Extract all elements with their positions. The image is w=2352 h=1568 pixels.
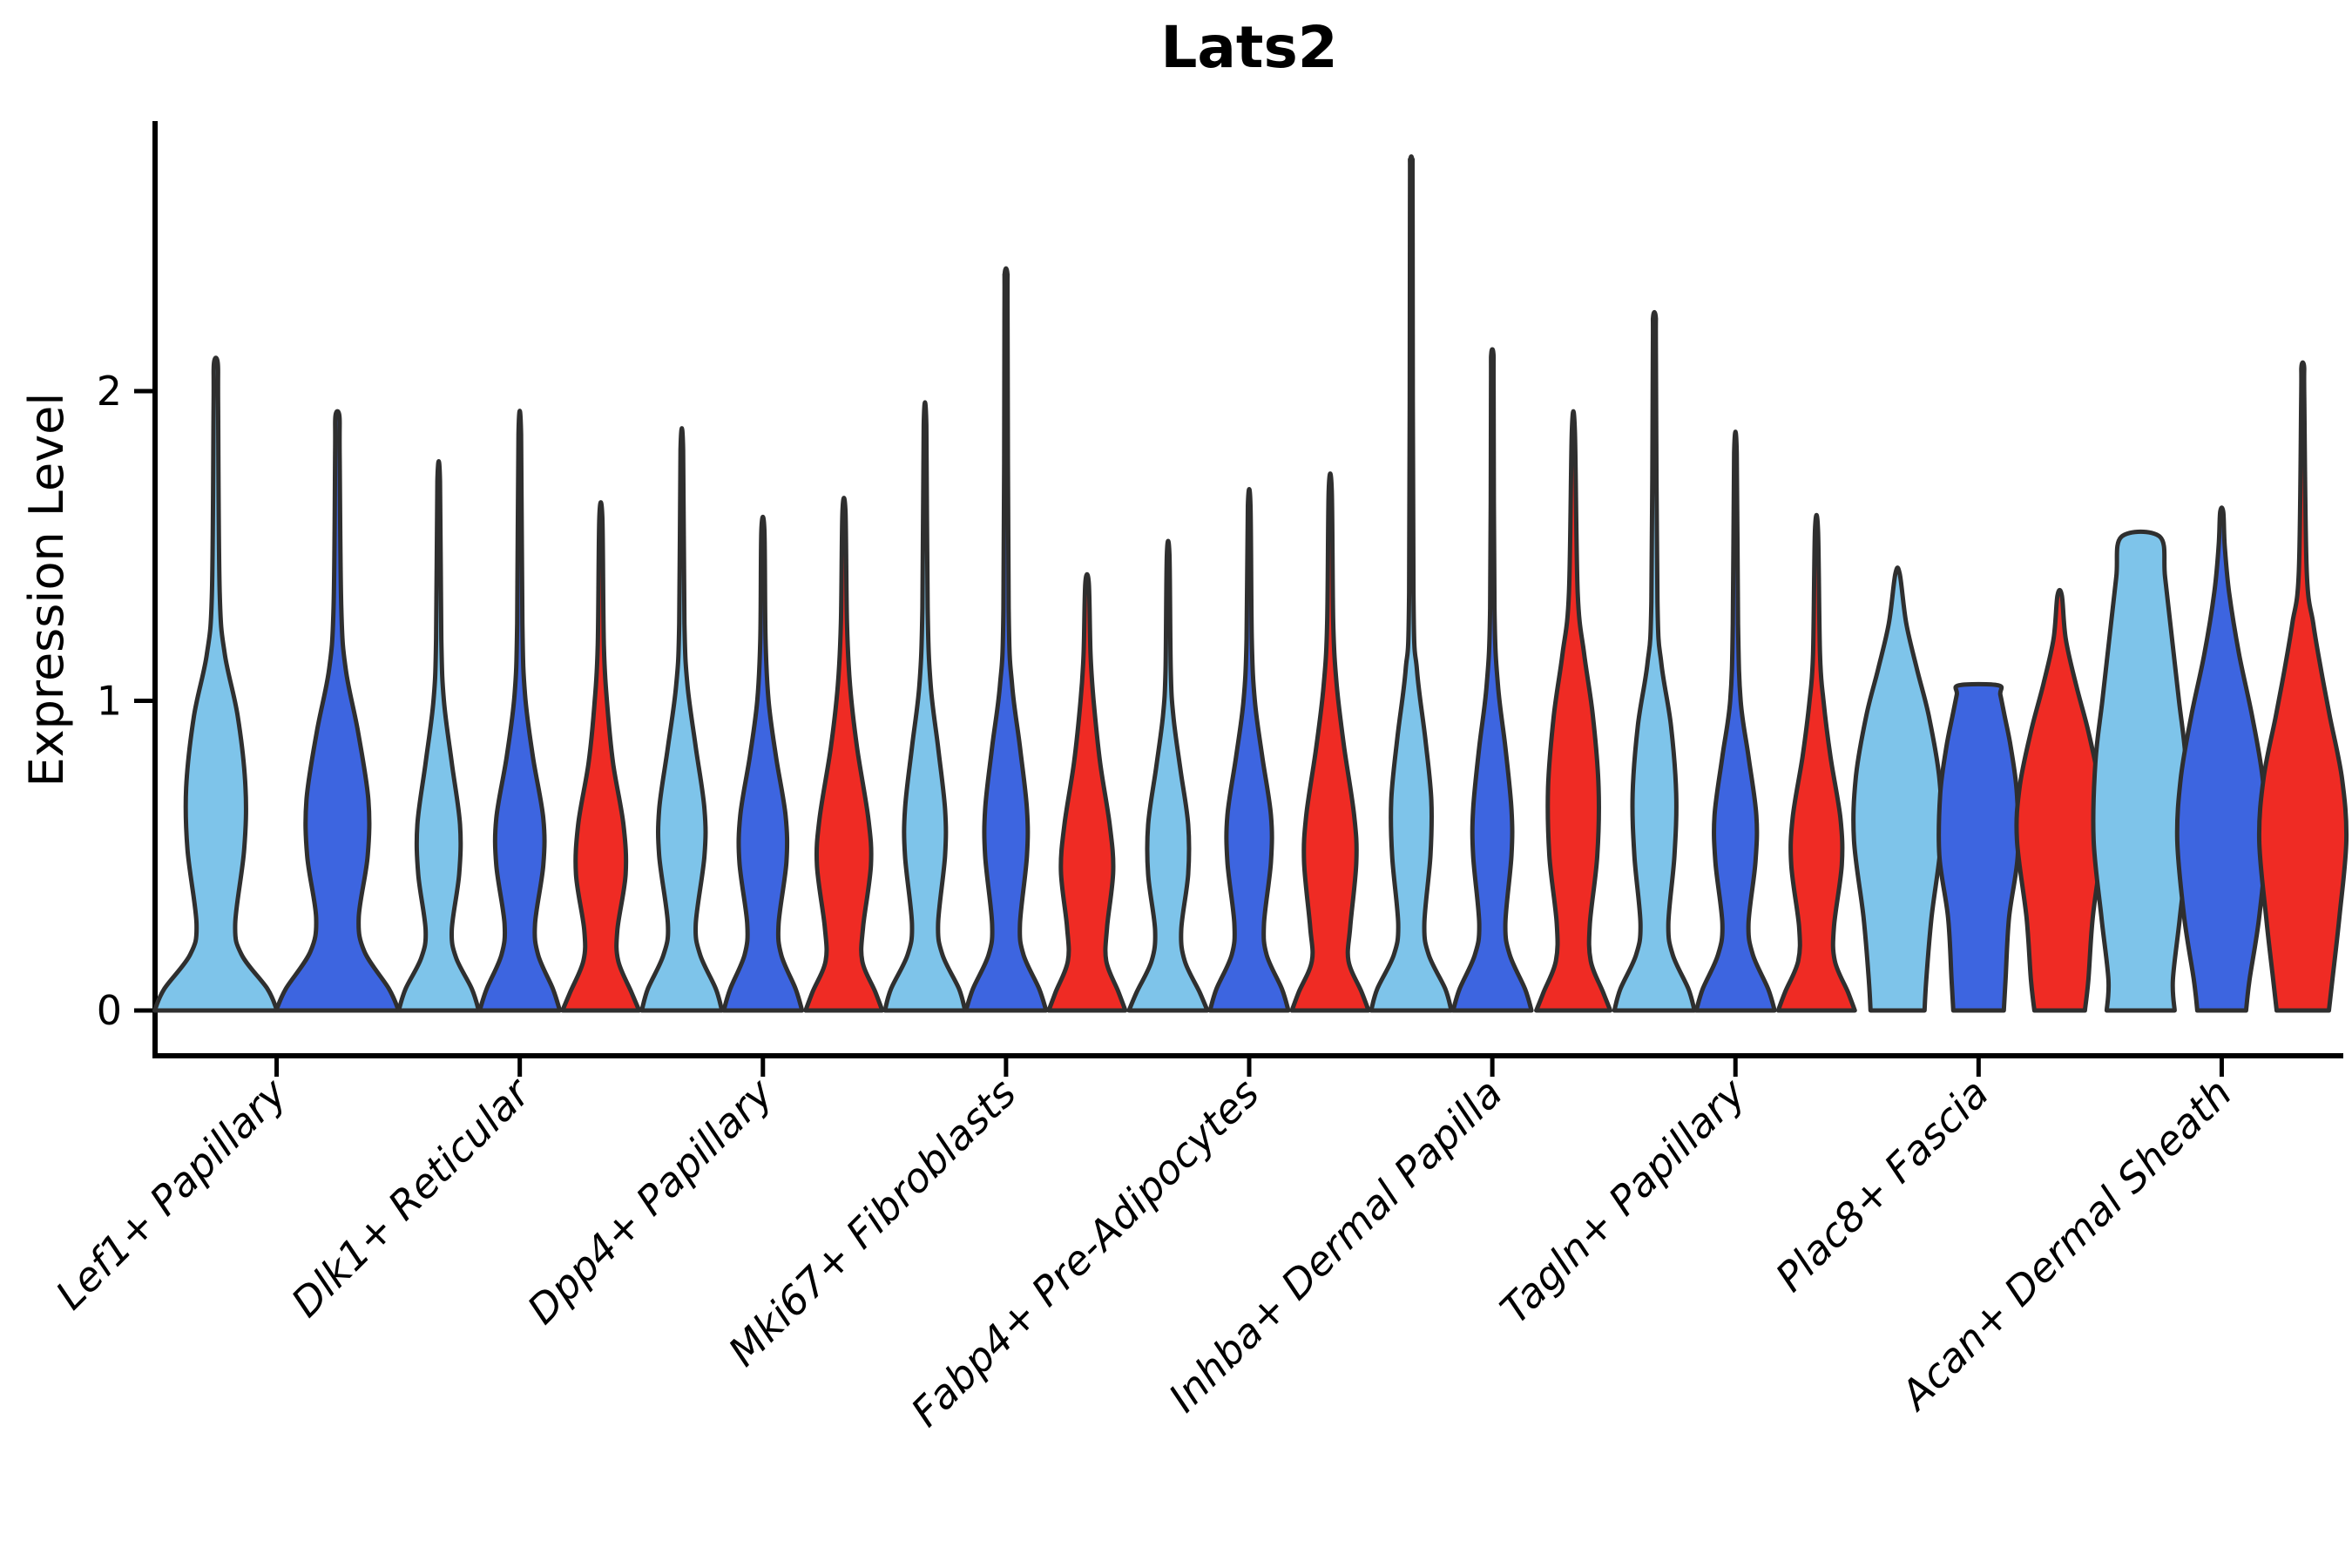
violin-lef1-papillary-skyblue [152, 355, 280, 1013]
x-tick-label-plac8-fascia: Plac8+ Fascia [1767, 1070, 1997, 1301]
axis-spines [152, 121, 2343, 1058]
y-tick-label: 1 [97, 678, 122, 725]
violin-tagln-papillary-skyblue [1612, 309, 1697, 1013]
violin-fabp4-pre-adipocytes-skyblue [1126, 538, 1210, 1013]
violin-inhba-dermal-papilla-royalblue [1450, 347, 1534, 1013]
violin-tagln-papillary-royalblue [1693, 429, 1777, 1013]
violin-dpp4-papillary-red [803, 496, 885, 1013]
violin-tagln-papillary-red [1775, 512, 1857, 1013]
x-tick-label-tagln-papillary: Tagln+ Papillary [1491, 1069, 1755, 1333]
violin-fabp4-pre-adipocytes-red [1289, 471, 1371, 1013]
x-tick-label-lef1-papillary: Lef1+ Papillary [46, 1069, 295, 1318]
violin-mki67-fibroblasts-red [1046, 571, 1128, 1013]
violin-plac8-fascia-skyblue [1851, 565, 1944, 1013]
chart-title: Lats2 [1160, 14, 1338, 81]
violin-plac8-fascia-red [2014, 587, 2105, 1013]
violin-dlk1-reticular-red [560, 500, 642, 1013]
violin-mki67-fibroblasts-royalblue [963, 266, 1049, 1013]
violin-acan-dermal-sheath-royalblue [2174, 505, 2269, 1013]
violin-dlk1-reticular-skyblue [396, 458, 482, 1013]
violin-inhba-dermal-papilla-red [1534, 409, 1613, 1013]
y-tick-label: 2 [97, 368, 122, 415]
violin-acan-dermal-sheath-skyblue [2091, 529, 2191, 1013]
violin-dlk1-reticular-royalblue [477, 409, 563, 1013]
violin-plac8-fascia-royalblue [1936, 681, 2021, 1013]
y-tick-label: 0 [97, 987, 122, 1034]
violin-mki67-fibroblasts-skyblue [882, 400, 968, 1013]
x-tick-label-dlk1-reticular: Dlk1+ Reticular [282, 1067, 541, 1326]
violin-inhba-dermal-papilla-skyblue [1369, 154, 1454, 1013]
violin-dpp4-papillary-skyblue [639, 426, 725, 1013]
violin-dpp4-papillary-royalblue [721, 514, 805, 1013]
x-tick-label-dpp4-papillary: Dpp4+ Papillary [518, 1069, 782, 1333]
violin-fabp4-pre-adipocytes-royalblue [1207, 486, 1291, 1013]
violin-lef1-papillary-royalblue [274, 409, 402, 1013]
violin-acan-dermal-sheath-red [2256, 360, 2349, 1013]
